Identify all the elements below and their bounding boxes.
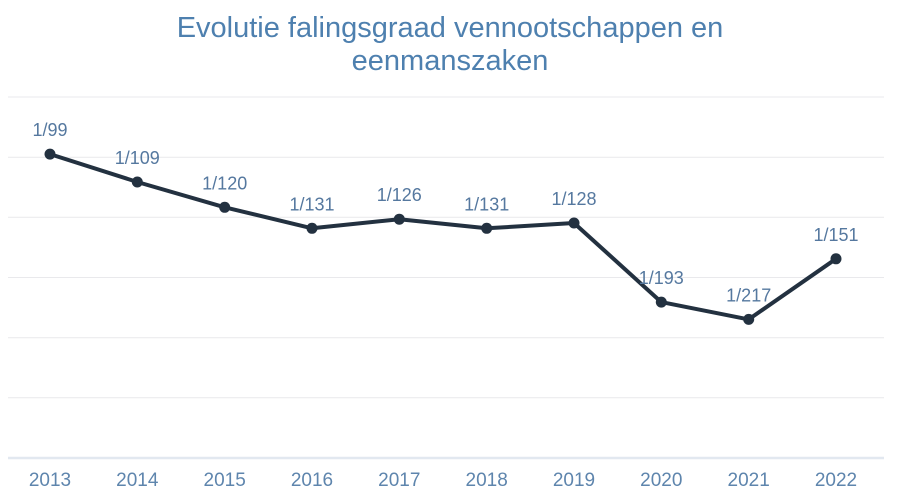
data-point	[306, 222, 318, 234]
data-point	[131, 176, 143, 188]
data-point-label: 1/126	[377, 185, 422, 205]
x-axis-label: 2020	[640, 470, 682, 491]
x-axis-label: 2021	[728, 470, 770, 491]
data-point-label: 1/128	[551, 189, 596, 209]
data-point	[481, 222, 493, 234]
data-point	[743, 313, 755, 325]
data-point-label: 1/131	[464, 194, 509, 214]
chart-title: Evolutie falingsgraad vennootschappen en…	[176, 12, 724, 77]
x-axis-label: 2017	[378, 470, 420, 491]
data-point-label: 1/151	[813, 225, 858, 245]
data-point-label: 1/193	[639, 268, 684, 288]
x-axis-label: 2014	[116, 470, 159, 491]
data-point-label: 1/131	[289, 194, 334, 214]
data-point	[568, 217, 580, 229]
data-point-label: 1/99	[32, 120, 67, 140]
data-point-label: 1/217	[726, 285, 771, 305]
x-axis-label: 2016	[291, 470, 333, 491]
x-axis-label: 2015	[204, 470, 246, 491]
data-point	[393, 213, 405, 225]
data-point	[655, 296, 667, 308]
x-axis-label: 2022	[815, 470, 857, 491]
data-point-label: 1/120	[202, 173, 247, 193]
data-point	[219, 201, 231, 213]
data-point	[830, 253, 842, 265]
x-axis-label: 2013	[29, 470, 71, 491]
x-axis-label: 2018	[466, 470, 508, 491]
data-point	[44, 148, 56, 160]
data-point-label: 1/109	[115, 148, 160, 168]
x-axis-label: 2019	[553, 470, 595, 491]
trend-line	[48, 152, 838, 322]
